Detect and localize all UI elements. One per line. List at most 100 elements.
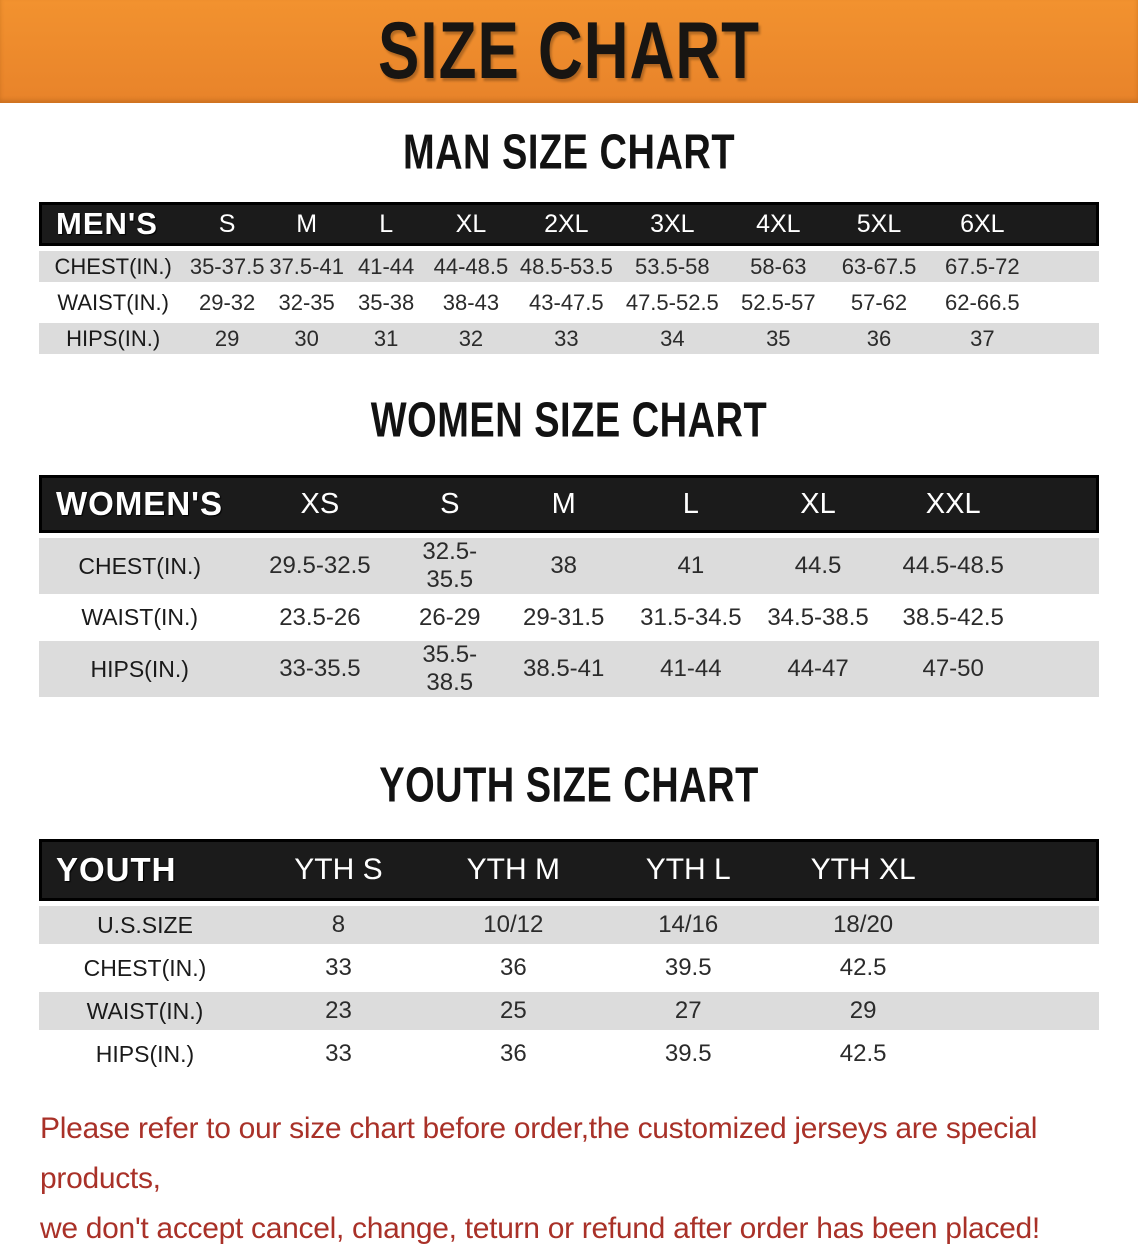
cell-value: 14/16 (600, 906, 776, 944)
cell-value: 42.5 (775, 949, 951, 987)
cell-value: 27 (600, 992, 776, 1030)
cell-value: 37.5-41 (266, 251, 347, 282)
banner: SIZE CHART (0, 0, 1138, 103)
row-spacer (950, 949, 1099, 987)
cell-value: 42.5 (775, 1035, 951, 1073)
cell-value: 67.5-72 (929, 251, 1036, 282)
cell-value: 53.5-58 (616, 251, 728, 282)
cell-value: 29.5-32.5 (240, 538, 400, 594)
cell-value: 33-35.5 (240, 641, 400, 697)
cell-value: 44-47 (754, 641, 882, 697)
cell-value: 32 (425, 323, 516, 354)
cell-value: 52.5-57 (727, 287, 829, 318)
cell-value: 25 (425, 992, 601, 1030)
cell-value: 44.5-48.5 (881, 538, 1025, 594)
cell-value: 31.5-34.5 (627, 599, 755, 636)
cell-value: 57-62 (828, 287, 930, 318)
table-header-row: WOMEN'S XS S M L XL XXL (39, 475, 1099, 533)
column-header: XL (425, 202, 516, 246)
table-header-row: MEN'S S M L XL 2XL 3XL 4XL 5XL 6XL (39, 202, 1099, 246)
table-header-row: YOUTH YTH S YTH M YTH L YTH XL (39, 839, 1099, 901)
row-spacer (1035, 323, 1099, 354)
table-group-label: WOMEN'S (39, 475, 241, 533)
column-header: S (399, 475, 501, 533)
cell-value: 36 (425, 949, 601, 987)
cell-value: 41 (627, 538, 755, 594)
column-header: XS (240, 475, 400, 533)
header-spacer (1035, 202, 1099, 246)
cell-value: 41-44 (346, 251, 426, 282)
cell-value: 38-43 (425, 287, 516, 318)
women-size-section: WOMEN SIZE CHART WOMEN'S XS S M L XL XXL CHEST(… (0, 394, 1138, 702)
table-row: WAIST(IN.) 29-32 32-35 35-38 38-43 43-47.5 47.… (39, 287, 1099, 318)
row-label: CHEST(IN.) (39, 949, 251, 987)
table-row: CHEST(IN.) 35-37.5 37.5-41 41-44 44-48.5 48.5… (39, 251, 1099, 282)
youth-section-heading-text: YOUTH SIZE CHART (379, 758, 759, 814)
cell-value: 36 (425, 1035, 601, 1073)
women-section-heading: WOMEN SIZE CHART (0, 394, 1138, 450)
man-section-heading: MAN SIZE CHART (0, 126, 1138, 182)
page-title: SIZE CHART (378, 6, 760, 97)
disclaimer: Please refer to our size chart before or… (40, 1104, 1100, 1254)
column-header: S (187, 202, 267, 246)
column-header: 2XL (515, 202, 617, 246)
disclaimer-line-1: Please refer to our size chart before or… (40, 1112, 1038, 1195)
cell-value: 62-66.5 (929, 287, 1036, 318)
row-spacer (1035, 251, 1099, 282)
women-size-table: WOMEN'S XS S M L XL XXL CHEST(IN.) 29.5-32.5 32.5… (39, 470, 1099, 702)
cell-value: 33 (251, 949, 426, 987)
disclaimer-line-2: we don't accept cancel, change, teturn o… (40, 1212, 1040, 1245)
cell-value: 37 (929, 323, 1036, 354)
man-section-heading-text: MAN SIZE CHART (402, 125, 736, 181)
youth-size-table: YOUTH YTH S YTH M YTH L YTH XL U.S.SIZE 8 10/12… (39, 834, 1099, 1078)
cell-value: 43-47.5 (515, 287, 617, 318)
column-header: 3XL (616, 202, 728, 246)
men-size-table: MEN'S S M L XL 2XL 3XL 4XL 5XL 6XL CHEST(IN.) 35-37… (39, 197, 1099, 359)
cell-value: 41-44 (627, 641, 755, 697)
cell-value: 33 (515, 323, 617, 354)
column-header: L (627, 475, 755, 533)
cell-value: 29 (187, 323, 267, 354)
cell-value: 30 (266, 323, 347, 354)
row-label: WAIST(IN.) (39, 599, 241, 636)
table-group-label: YOUTH (39, 839, 251, 901)
cell-value: 29-32 (187, 287, 267, 318)
table-group-label: MEN'S (39, 202, 188, 246)
row-label: HIPS(IN.) (39, 1035, 251, 1073)
column-header: YTH XL (775, 839, 951, 901)
cell-value: 23.5-26 (240, 599, 400, 636)
cell-value: 29-31.5 (500, 599, 628, 636)
table-row: CHEST(IN.) 29.5-32.5 32.5-35.5 38 41 44.5 44.5… (39, 538, 1099, 594)
row-label: CHEST(IN.) (39, 538, 241, 594)
youth-section-heading: YOUTH SIZE CHART (0, 759, 1138, 815)
column-header: YTH S (251, 839, 426, 901)
column-header: XXL (881, 475, 1025, 533)
header-spacer (1024, 475, 1099, 533)
column-header: 6XL (929, 202, 1036, 246)
cell-value: 47.5-52.5 (616, 287, 728, 318)
column-header: M (266, 202, 347, 246)
table-row: U.S.SIZE 8 10/12 14/16 18/20 (39, 906, 1099, 944)
row-spacer (1035, 287, 1099, 318)
cell-value: 23 (251, 992, 426, 1030)
cell-value: 35.5-38.5 (399, 641, 501, 697)
table-row: HIPS(IN.) 33-35.5 35.5-38.5 38.5-41 41-44 44-… (39, 641, 1099, 697)
women-section-heading-text: WOMEN SIZE CHART (370, 393, 768, 449)
cell-value: 35-38 (346, 287, 426, 318)
cell-value: 39.5 (600, 1035, 776, 1073)
table-row: CHEST(IN.) 33 36 39.5 42.5 (39, 949, 1099, 987)
cell-value: 58-63 (727, 251, 829, 282)
row-spacer (1024, 641, 1099, 697)
cell-value: 33 (251, 1035, 426, 1073)
column-header: M (500, 475, 628, 533)
column-header: 4XL (727, 202, 829, 246)
cell-value: 63-67.5 (828, 251, 930, 282)
row-label: WAIST(IN.) (39, 287, 188, 318)
cell-value: 8 (251, 906, 426, 944)
cell-value: 34.5-38.5 (754, 599, 882, 636)
column-header: YTH M (425, 839, 601, 901)
cell-value: 35-37.5 (187, 251, 267, 282)
column-header: 5XL (828, 202, 930, 246)
column-header: L (346, 202, 426, 246)
cell-value: 29 (775, 992, 951, 1030)
